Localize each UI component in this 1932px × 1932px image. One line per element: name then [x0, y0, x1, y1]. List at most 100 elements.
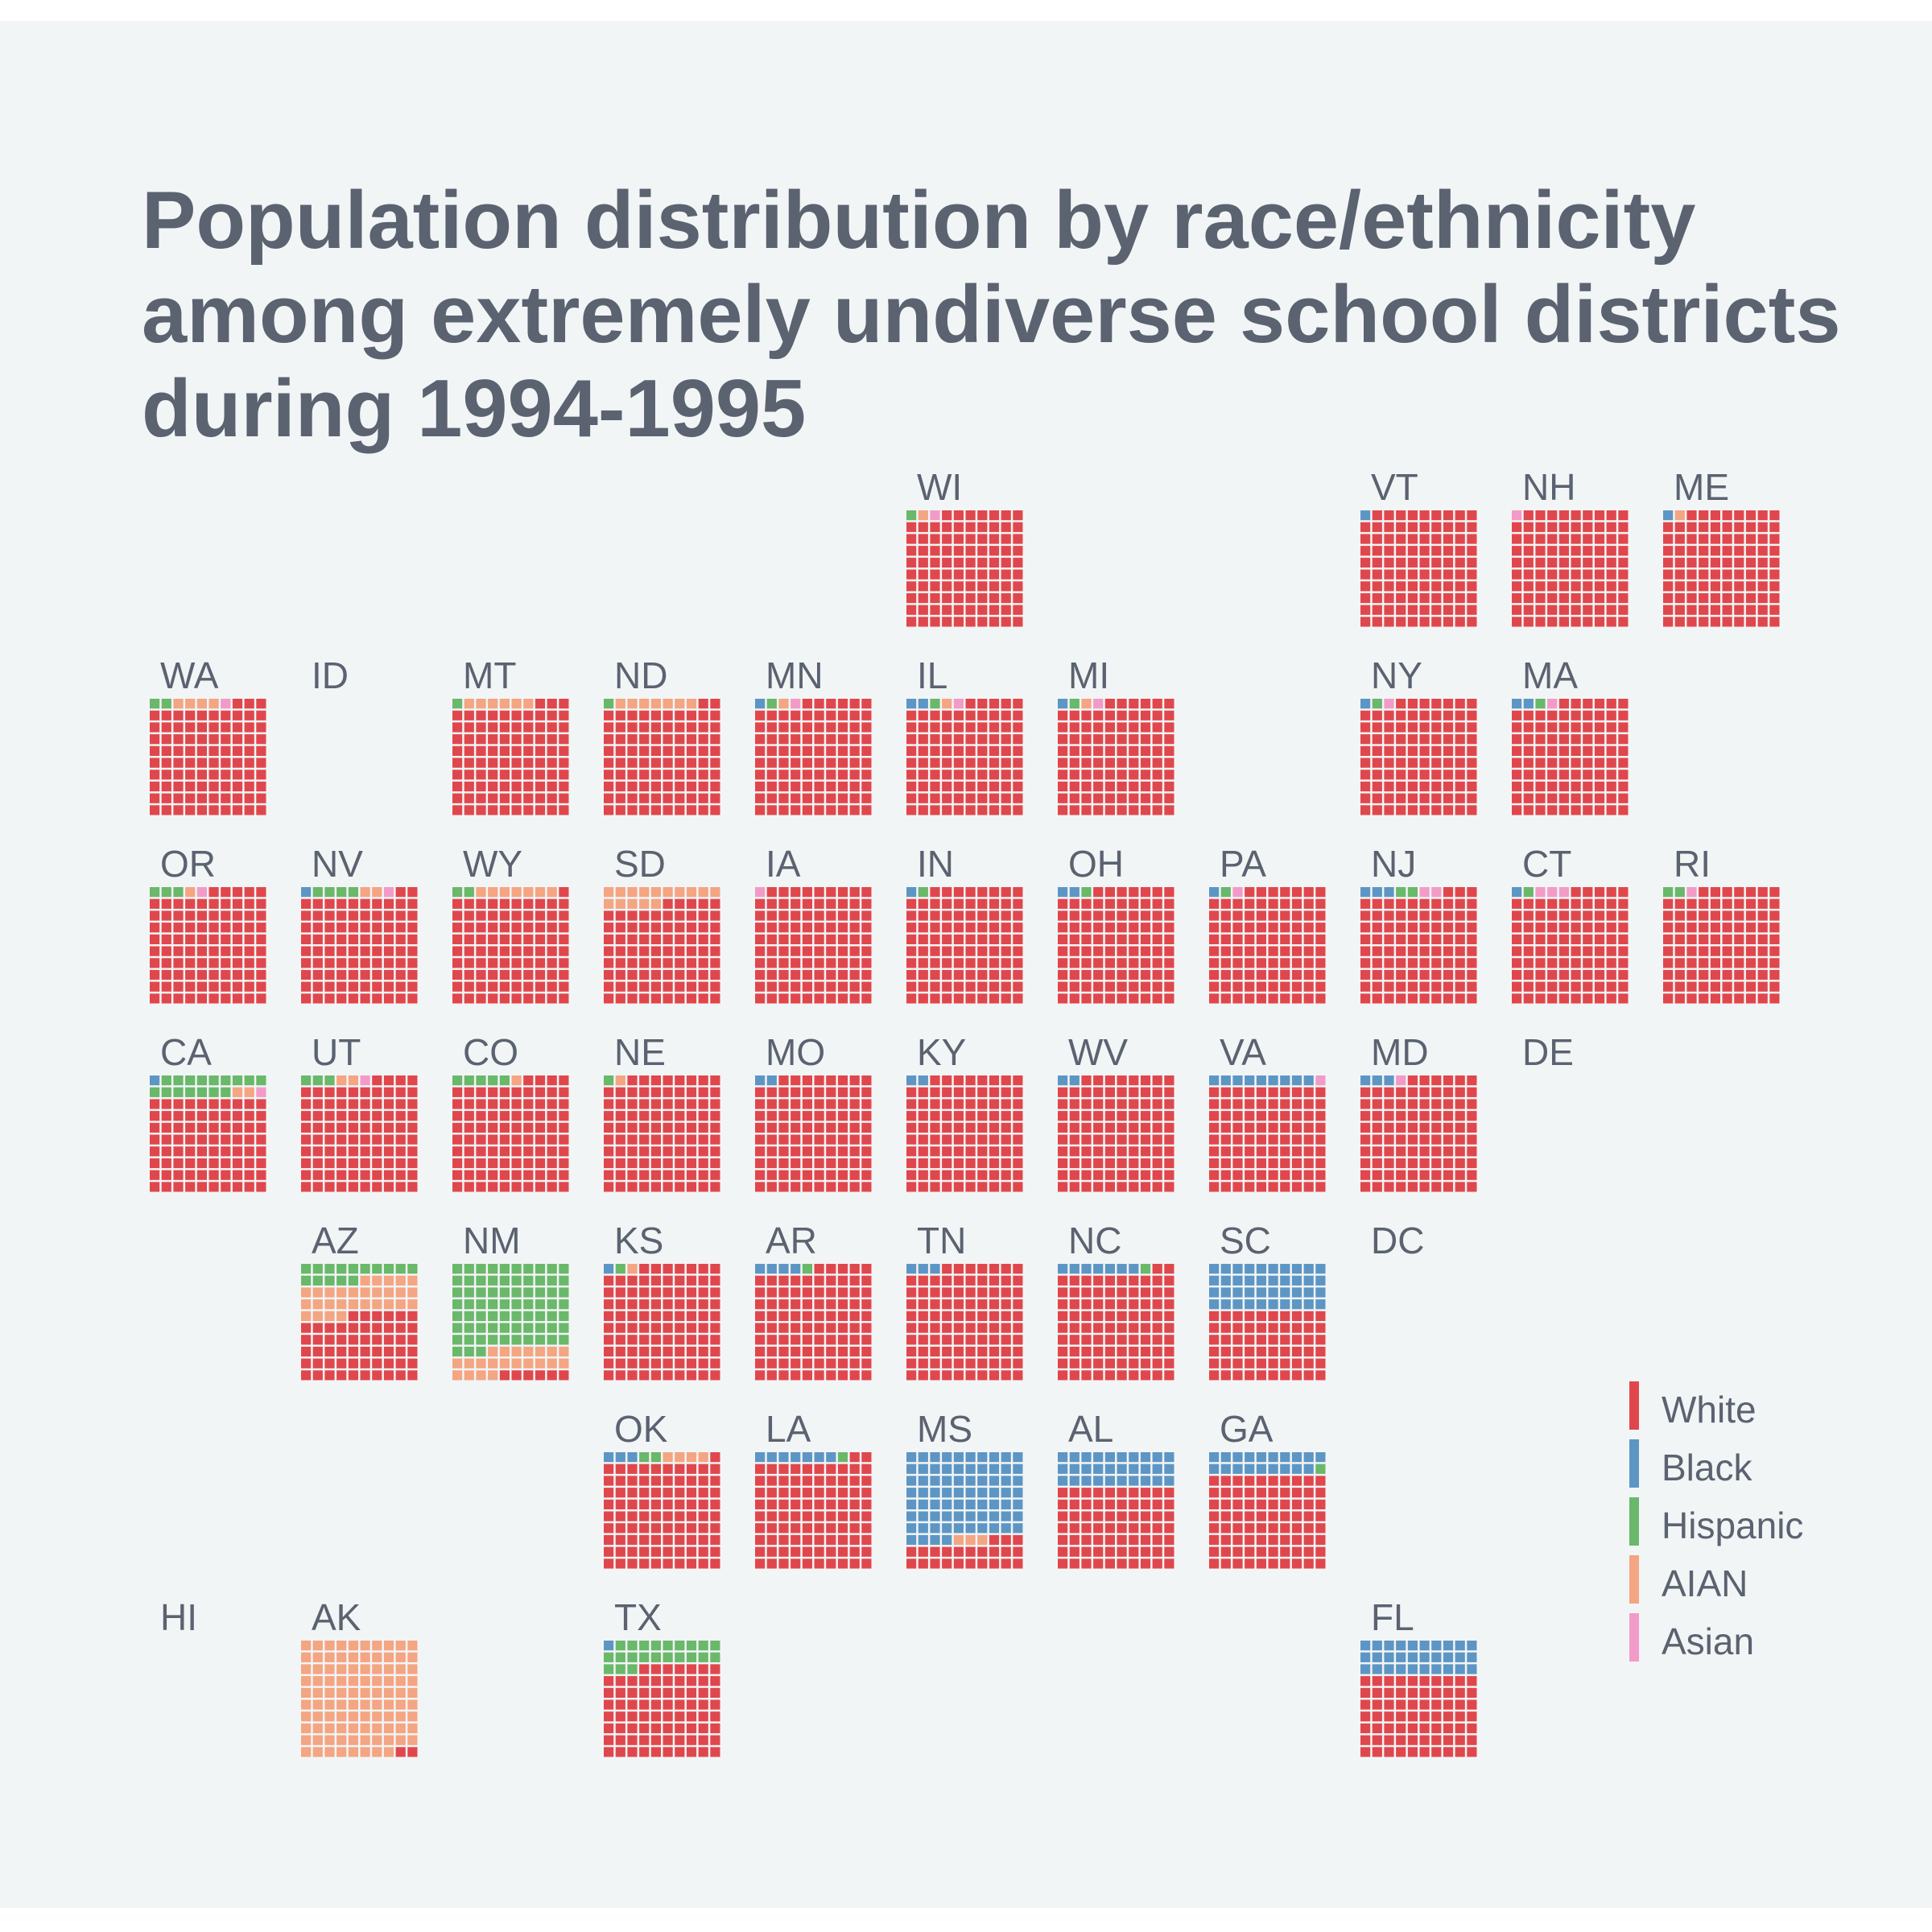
waffle-cell-pa-white — [1268, 958, 1278, 968]
waffle-cell-wa-white — [232, 805, 243, 815]
waffle-cell-ma-white — [1523, 745, 1534, 756]
waffle-cell-oh-white — [1140, 981, 1151, 992]
waffle-cell-ky-white — [930, 1087, 940, 1097]
waffle-cell-wa-white — [208, 745, 219, 756]
waffle-cell-ok-aian — [663, 1452, 673, 1463]
waffle-cell-ne-white — [627, 1134, 638, 1145]
waffle-cell-sc-white — [1220, 1323, 1231, 1333]
waffle-cell-ms-white — [953, 1546, 964, 1557]
waffle-cell-mi-white — [1093, 722, 1104, 733]
waffle-cell-ms-black — [1001, 1488, 1011, 1498]
waffle-cell-mn-white — [849, 710, 860, 720]
waffle-cell-in-white — [942, 969, 952, 980]
waffle-cell-nj-white — [1372, 934, 1382, 944]
waffle-cell-tn-white — [942, 1311, 952, 1321]
waffle-cell-ny-white — [1372, 722, 1382, 733]
waffle-cell-nh-white — [1523, 546, 1534, 556]
waffle-cell-ia-white — [791, 958, 801, 968]
waffle-cell-nv-white — [348, 946, 358, 956]
waffle-cell-sd-white — [639, 981, 650, 992]
waffle-cell-ak-aian — [301, 1723, 312, 1734]
waffle-cell-me-white — [1686, 605, 1697, 615]
waffle-cell-tn-white — [977, 1323, 988, 1333]
waffle-cell-pa-white — [1280, 946, 1290, 956]
waffle-cell-tn-white — [942, 1346, 952, 1357]
waffle-cell-ok-white — [604, 1523, 614, 1534]
waffle-cell-ut-white — [348, 1087, 358, 1097]
waffle-cell-nv-white — [395, 993, 406, 1004]
waffle-cell-tn-white — [1013, 1264, 1023, 1274]
waffle-cell-in-white — [906, 946, 917, 956]
chart-title: Population distribution by race/ethnicit… — [142, 174, 1932, 456]
waffle-cell-ca-white — [244, 1099, 254, 1109]
waffle-cell-nc-white — [1081, 1275, 1092, 1286]
waffle-cell-nv-white — [324, 910, 335, 921]
waffle-cell-nd-white — [639, 770, 650, 780]
waffle-cell-nj-black — [1384, 887, 1394, 898]
waffle-cell-nv-aian — [372, 887, 382, 898]
waffle-cell-nd-white — [698, 710, 708, 720]
waffle-cell-oh-white — [1069, 923, 1080, 933]
waffle-cell-nd-white — [710, 793, 720, 803]
waffle-cell-nj-white — [1407, 910, 1418, 921]
waffle-cell-ny-white — [1431, 770, 1442, 780]
waffle-cell-az-hispanic — [407, 1264, 418, 1274]
waffle-cell-ma-white — [1571, 745, 1581, 756]
waffle-cell-nv-white — [407, 923, 418, 933]
waffle-cell-mn-white — [849, 758, 860, 768]
waffle-cell-ms-white — [1001, 1546, 1011, 1557]
waffle-cell-ne-white — [663, 1122, 673, 1133]
waffle-cell-az-white — [407, 1370, 418, 1381]
waffle-cell-ca-white — [221, 1182, 231, 1192]
waffle-cell-wa-white — [221, 781, 231, 792]
waffle-cell-ia-white — [861, 969, 872, 980]
waffle-cell-sd-white — [675, 934, 685, 944]
waffle-cell-me-white — [1722, 617, 1732, 627]
waffle-cell-mn-white — [837, 699, 848, 709]
waffle-cell-pa-white — [1220, 923, 1231, 933]
waffle-cell-fl-white — [1431, 1723, 1442, 1734]
waffle-cell-ar-white — [837, 1346, 848, 1357]
waffle-cell-al-black — [1129, 1463, 1139, 1474]
waffle-cell-wa-white — [185, 770, 196, 780]
waffle-cell-az-white — [301, 1358, 312, 1368]
waffle-cell-wi-white — [1013, 557, 1023, 568]
waffle-cell-ma-white — [1571, 805, 1581, 815]
waffle-cell-ca-white — [208, 1170, 219, 1180]
waffle-cell-va-white — [1280, 1134, 1290, 1145]
waffle-cell-sc-white — [1268, 1346, 1278, 1357]
waffle-cell-ct-white — [1571, 923, 1581, 933]
waffle-cell-ga-white — [1220, 1476, 1231, 1486]
waffle-cell-nm-aian — [535, 1358, 546, 1368]
waffle-cell-in-white — [1013, 969, 1023, 980]
waffle-cell-md-white — [1396, 1087, 1406, 1097]
waffle-cell-mt-white — [464, 745, 474, 756]
waffle-cell-va-white — [1232, 1146, 1243, 1157]
waffle-cell-ar-white — [802, 1358, 812, 1368]
waffle-cell-ar-white — [849, 1311, 860, 1321]
waffle-cell-mn-white — [814, 745, 824, 756]
waffle-cell-ks-white — [663, 1370, 673, 1381]
waffle-cell-ri-white — [1757, 934, 1768, 944]
waffle-cell-wy-white — [488, 958, 498, 968]
waffle-cell-il-white — [989, 734, 1000, 745]
waffle-cell-sd-aian — [663, 887, 673, 898]
waffle-cell-il-white — [1001, 758, 1011, 768]
waffle-cell-oh-white — [1104, 910, 1115, 921]
waffle-cell-il-white — [965, 745, 976, 756]
waffle-cell-la-white — [849, 1511, 860, 1521]
waffle-cell-la-white — [755, 1523, 766, 1534]
waffle-cell-md-white — [1360, 1087, 1371, 1097]
waffle-cell-pa-black — [1209, 887, 1220, 898]
waffle-cell-nv-white — [372, 969, 382, 980]
waffle-cell-wy-white — [464, 981, 474, 992]
waffle-cell-ne-white — [627, 1122, 638, 1133]
waffle-cell-or-white — [244, 898, 254, 909]
waffle-cell-wi-white — [1013, 546, 1023, 556]
waffle-cell-mo-white — [849, 1146, 860, 1157]
waffle-wi — [906, 510, 1023, 627]
waffle-cell-va-white — [1315, 1182, 1326, 1192]
waffle-cell-sd-aian — [698, 887, 708, 898]
waffle-cell-mi-white — [1081, 805, 1092, 815]
waffle-cell-ny-white — [1407, 770, 1418, 780]
